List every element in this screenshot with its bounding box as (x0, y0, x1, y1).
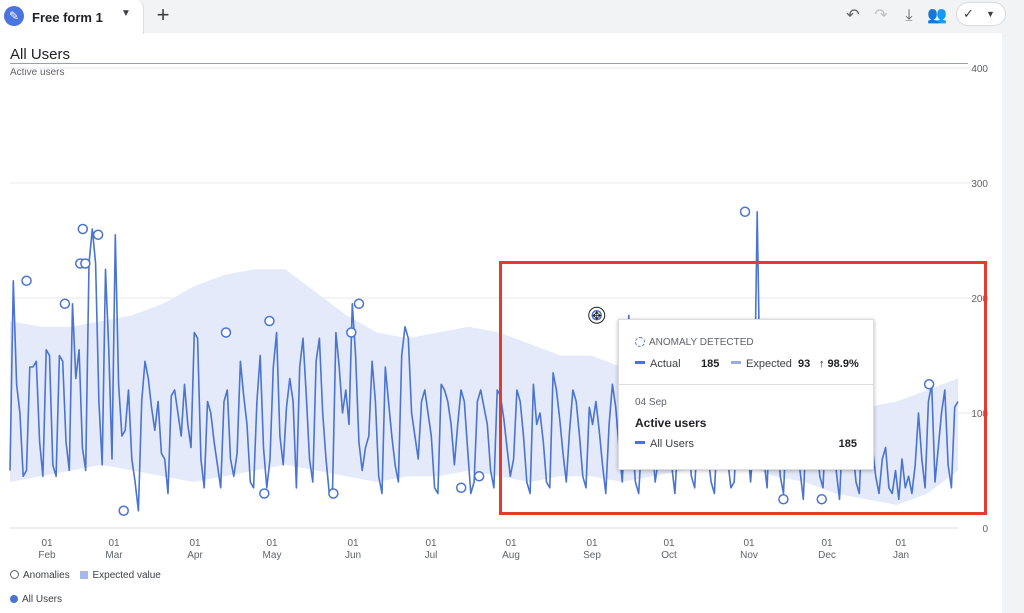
anomaly-icon (635, 337, 645, 347)
anomaly-marker[interactable] (21, 275, 32, 286)
tooltip-series-label: All Users (650, 438, 695, 450)
legend-anomalies-label: Anomalies (23, 570, 70, 581)
y-tick-label: 300 (971, 179, 988, 190)
chevron-down-icon[interactable]: ▼ (121, 8, 131, 19)
anomaly-marker[interactable] (473, 471, 485, 482)
tooltip-divider (619, 384, 873, 385)
x-tick-day: 01 (266, 538, 278, 549)
title-divider (10, 63, 968, 64)
side-panel-edge (1002, 33, 1024, 613)
chevron-down-icon: ▼ (986, 9, 995, 19)
x-tick-month: Jun (345, 550, 361, 560)
x-tick-month: Mar (105, 550, 123, 560)
tooltip-series-value: 185 (838, 438, 857, 450)
anomaly-marker[interactable] (816, 494, 827, 505)
x-tick-month: Feb (38, 550, 56, 560)
anomaly-marker[interactable] (346, 327, 357, 338)
check-circle-icon: ✓ (963, 6, 974, 21)
x-tick-day: 01 (505, 538, 517, 549)
y-tick-label: 100 (971, 409, 988, 420)
download-icon[interactable]: ⤓ (905, 7, 913, 24)
anomaly-marker[interactable] (591, 310, 602, 321)
x-tick-month: May (263, 550, 282, 560)
metric-label: Active users (10, 67, 65, 78)
anomaly-ring-icon (10, 570, 19, 579)
expected-band-icon (80, 571, 89, 579)
anomaly-marker[interactable] (353, 298, 365, 309)
move-cursor-icon: ✥ (592, 310, 601, 322)
x-tick-day: 01 (586, 538, 598, 549)
x-tick-day: 01 (347, 538, 359, 549)
x-tick-day: 01 (821, 538, 833, 549)
highlight-box (499, 261, 987, 515)
status-dropdown[interactable]: ✓ ▼ (956, 2, 1006, 26)
pencil-icon: ✎ (4, 6, 24, 26)
tooltip-expected-value: 93 (798, 358, 811, 370)
tooltip-actual-label: Actual (650, 358, 681, 370)
x-tick-day: 01 (108, 538, 120, 549)
x-tick-day: 01 (425, 538, 437, 549)
series-dot-icon (10, 595, 18, 603)
tooltip-metric: Active users (635, 416, 707, 430)
anomaly-marker[interactable] (118, 505, 129, 516)
tooltip-date: 04 Sep (635, 397, 667, 408)
redo-icon[interactable]: ↷ (874, 7, 888, 24)
share-icon[interactable]: 👥 (927, 7, 947, 24)
anomaly-marker[interactable] (220, 327, 232, 338)
anomaly-marker[interactable] (455, 482, 467, 493)
x-tick-month: Nov (740, 550, 758, 560)
tab-free-form-1[interactable]: ✎ Free form 1 ▼ (0, 0, 144, 34)
tooltip-header: ANOMALY DETECTED (635, 337, 754, 348)
anomaly-marker[interactable] (778, 494, 789, 505)
series-line-all-users (9, 211, 959, 512)
anomaly-hover-ring (588, 306, 606, 324)
tooltip-actual-value: 185 (701, 358, 720, 370)
y-tick-label: 0 (982, 524, 988, 535)
x-tick-day: 01 (189, 538, 201, 549)
actual-swatch-icon (635, 361, 645, 364)
tooltip-change: ↑ 98.9% (819, 358, 859, 370)
tooltip-actual-expected-row: Actual 185 Expected 93 ↑ 98.9% (635, 358, 865, 370)
tab-bar (0, 0, 1024, 33)
anomaly-marker[interactable] (77, 223, 89, 235)
x-tick-day: 01 (743, 538, 755, 549)
tooltip-expected: Expected (731, 358, 792, 370)
anomaly-marker[interactable] (264, 315, 275, 327)
legend-anomalies: Anomalies Expected value (10, 570, 161, 581)
legend-series[interactable]: All Users (10, 594, 62, 605)
anomaly-marker[interactable] (259, 488, 270, 499)
x-tick-month: Aug (502, 550, 520, 560)
x-tick-month: Apr (187, 550, 203, 560)
tab-label: Free form 1 (32, 10, 103, 25)
anomaly-marker[interactable] (923, 379, 935, 390)
tooltip-series-row: All Users 185 (635, 438, 857, 450)
anomaly-marker[interactable] (59, 298, 71, 309)
x-tick-day: 01 (41, 538, 53, 549)
x-tick-month: Jul (425, 550, 438, 560)
anomaly-marker[interactable] (92, 229, 104, 240)
anomaly-tooltip: ANOMALY DETECTED Actual 185 Expected 93 … (618, 319, 874, 470)
tooltip-expected-label: Expected (746, 358, 792, 370)
anomaly-marker[interactable] (739, 206, 751, 217)
tooltip-header-text: ANOMALY DETECTED (649, 337, 754, 348)
x-tick-day: 01 (895, 538, 907, 549)
x-tick-month: Dec (818, 550, 836, 560)
y-tick-label: 400 (971, 64, 988, 75)
x-tick-month: Sep (583, 550, 601, 560)
expected-swatch-icon (731, 361, 741, 364)
anomaly-marker[interactable] (80, 258, 91, 269)
x-tick-day: 01 (663, 538, 675, 549)
y-tick-label: 200 (971, 294, 988, 305)
legend-series-label: All Users (22, 594, 63, 605)
x-tick-month: Oct (661, 550, 677, 560)
legend-expected-label: Expected value (92, 570, 161, 581)
series-swatch-icon (635, 441, 645, 444)
add-tab-button[interactable]: + (156, 2, 170, 27)
x-tick-month: Jan (893, 550, 909, 560)
chart-title: All Users (10, 46, 71, 63)
anomaly-marker[interactable] (328, 488, 339, 499)
undo-icon[interactable]: ↶ (846, 7, 860, 24)
